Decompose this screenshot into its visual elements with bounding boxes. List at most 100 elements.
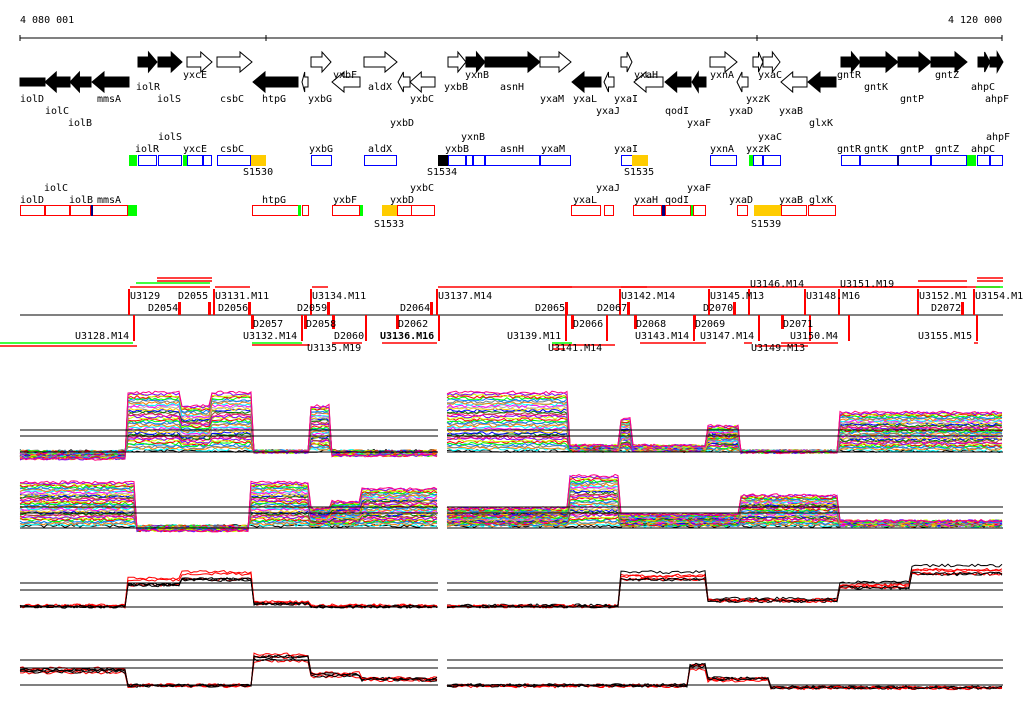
feature-label[interactable]: U3147.M14	[700, 331, 754, 342]
reverse-transcript-box[interactable]	[45, 205, 70, 216]
feature-label[interactable]: U3149.M13	[751, 343, 805, 354]
forward-transcript-box[interactable]	[364, 155, 397, 166]
reverse-transcript-box[interactable]	[781, 205, 807, 216]
gene-arrow-yxbG[interactable]	[310, 50, 332, 74]
feature-label[interactable]: D2056	[218, 303, 248, 314]
feature-label[interactable]: D2058	[306, 319, 336, 330]
forward-transcript-box[interactable]	[710, 155, 737, 166]
reverse-transcript-box[interactable]	[737, 205, 748, 216]
gene-arrow-yxaF[interactable]	[691, 70, 707, 94]
gene-arrow-aldX[interactable]	[363, 50, 398, 74]
feature-label[interactable]: D2059	[297, 303, 327, 314]
feature-label[interactable]: D2060	[334, 331, 364, 342]
gene-arrow-yxaB[interactable]	[780, 70, 808, 94]
gene-arrow-yxaD[interactable]	[736, 71, 749, 93]
reverse-transcript-box[interactable]	[302, 205, 309, 216]
gene-arrow-csbC[interactable]	[216, 50, 253, 74]
forward-transcript-box[interactable]	[621, 155, 633, 166]
feature-label[interactable]: U3142.M14	[621, 291, 675, 302]
reverse-transcript-box[interactable]	[252, 205, 299, 216]
feature-label[interactable]: U3129	[130, 291, 160, 302]
feature-label[interactable]: U3131.M11	[215, 291, 269, 302]
gene-arrow-gntK[interactable]	[859, 50, 899, 74]
gene-arrow-glxK[interactable]	[807, 70, 837, 94]
feature-label[interactable]: D2071	[783, 319, 813, 330]
feature-label[interactable]: U3151.M19	[840, 279, 894, 290]
gene-arrow-yxbG[interactable]	[301, 71, 309, 93]
forward-transcript-box[interactable]	[466, 155, 473, 166]
gene-arrow-gntP[interactable]	[897, 50, 932, 74]
feature-label[interactable]: D2070	[703, 303, 733, 314]
feature-label[interactable]: D2055	[178, 291, 208, 302]
reverse-transcript-box[interactable]	[571, 205, 601, 216]
forward-transcript-box[interactable]	[763, 155, 781, 166]
feature-label[interactable]: D2057	[253, 319, 283, 330]
forward-transcript-box[interactable]	[977, 155, 990, 166]
reverse-transcript-box[interactable]	[693, 205, 706, 216]
gene-arrow-yxaM[interactable]	[539, 50, 572, 74]
reverse-transcript-box[interactable]	[808, 205, 836, 216]
gene-arrow-yxcE[interactable]	[186, 50, 213, 74]
feature-label[interactable]: D2067	[597, 303, 627, 314]
reverse-transcript-box[interactable]	[665, 205, 691, 216]
forward-transcript-box[interactable]	[898, 155, 931, 166]
feature-label[interactable]: D2068	[636, 319, 666, 330]
feature-label[interactable]: D2066	[573, 319, 603, 330]
reverse-transcript-box[interactable]	[92, 205, 128, 216]
gene-arrow-yxnB[interactable]	[465, 50, 486, 74]
forward-transcript-box[interactable]	[448, 155, 466, 166]
reverse-transcript-box[interactable]	[20, 205, 45, 216]
forward-transcript-box[interactable]	[860, 155, 898, 166]
gene-arrow-iolD[interactable]	[19, 77, 46, 87]
gene-arrow-yxbF[interactable]	[331, 70, 361, 94]
feature-label[interactable]: D2062	[398, 319, 428, 330]
gene-arrow-ahpC[interactable]	[977, 51, 991, 73]
feature-label[interactable]: U3128.M14	[75, 331, 129, 342]
gene-arrow-htpG[interactable]	[252, 70, 299, 94]
feature-label[interactable]: U3134.M11	[312, 291, 366, 302]
feature-label[interactable]: U3150.M4	[790, 331, 838, 342]
gene-arrow-iolC[interactable]	[44, 70, 71, 94]
feature-label[interactable]: U3155.M15	[918, 331, 972, 342]
feature-label[interactable]: D2064	[400, 303, 430, 314]
reverse-transcript-box[interactable]	[332, 205, 360, 216]
reverse-transcript-box[interactable]	[604, 205, 614, 216]
gene-arrow-ahpF[interactable]	[989, 50, 1004, 74]
feature-label[interactable]: D2069	[695, 319, 725, 330]
feature-label[interactable]: U3148.M16	[806, 291, 860, 302]
gene-arrow-iolR[interactable]	[137, 50, 158, 74]
gene-arrow-yxbC[interactable]	[409, 70, 436, 94]
feature-label[interactable]: U3146.M14	[750, 279, 804, 290]
gene-arrow-yxbD[interactable]	[397, 71, 411, 93]
reverse-transcript-box[interactable]	[70, 205, 91, 216]
feature-label[interactable]: D2054	[148, 303, 178, 314]
forward-transcript-box[interactable]	[485, 155, 540, 166]
forward-transcript-box[interactable]	[990, 155, 1003, 166]
feature-label[interactable]: D2065	[535, 303, 565, 314]
feature-label[interactable]: U3139.M11	[507, 331, 561, 342]
reverse-transcript-box[interactable]	[411, 205, 435, 216]
gene-arrow-yxaH[interactable]	[633, 70, 664, 94]
feature-label[interactable]: D2072	[931, 303, 961, 314]
forward-transcript-box[interactable]	[158, 155, 182, 166]
gene-arrow-yxaI[interactable]	[620, 51, 633, 73]
gene-arrow-mmsA[interactable]	[91, 70, 130, 94]
gene-arrow-yxzK[interactable]	[752, 51, 764, 73]
feature-label[interactable]: U3143.M14	[635, 331, 689, 342]
gene-arrow-asnH[interactable]	[484, 50, 541, 74]
forward-transcript-box[interactable]	[217, 155, 251, 166]
feature-label[interactable]: U3137.M14	[438, 291, 492, 302]
forward-transcript-box[interactable]	[841, 155, 860, 166]
forward-transcript-box[interactable]	[311, 155, 332, 166]
gene-arrow-qodI[interactable]	[664, 70, 692, 94]
reverse-transcript-box[interactable]	[633, 205, 662, 216]
feature-label[interactable]: U3135.M19	[307, 343, 361, 354]
feature-label[interactable]: U3136.M16	[380, 331, 434, 342]
feature-label[interactable]: U3141.M14	[548, 343, 602, 354]
gene-arrow-iolS[interactable]	[157, 50, 183, 74]
forward-transcript-box[interactable]	[203, 155, 212, 166]
forward-transcript-box[interactable]	[540, 155, 571, 166]
forward-transcript-box[interactable]	[473, 155, 485, 166]
gene-arrow-yxaL[interactable]	[571, 70, 602, 94]
